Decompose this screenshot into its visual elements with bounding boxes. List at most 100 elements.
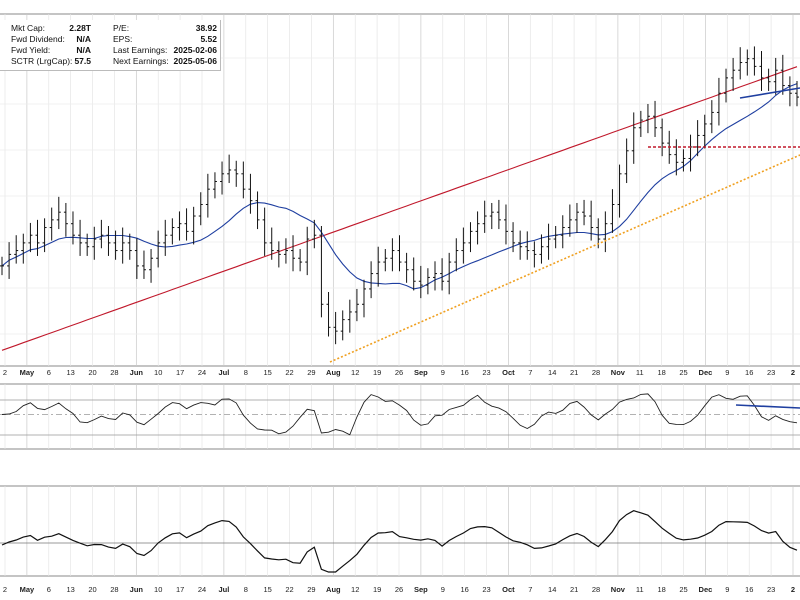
stat-value: 2025-02-06 (173, 45, 217, 55)
x-tick-label: 28 (110, 368, 118, 377)
x-tick-label: 26 (395, 368, 403, 377)
x-tick-label-bottom: 2 (3, 585, 7, 594)
x-tick-label: 10 (154, 368, 162, 377)
x-tick-label-bottom: 11 (636, 585, 644, 594)
x-tick-label-bottom: 26 (395, 585, 403, 594)
x-tick-label: 12 (351, 368, 359, 377)
support-trendline (329, 154, 800, 363)
x-tick-label-bottom: Oct (502, 585, 515, 594)
stat-label: Fwd Yield: (11, 45, 51, 55)
x-tick-label: 16 (745, 368, 753, 377)
x-tick-label: 2 (791, 368, 795, 377)
stat-label: Fwd Dividend: (11, 34, 65, 44)
x-tick-label-bottom: 22 (285, 585, 293, 594)
sma-long-line (1, 66, 798, 351)
x-tick-label: 19 (373, 368, 381, 377)
x-tick-label-bottom: 28 (592, 585, 600, 594)
x-tick-label: 17 (176, 368, 184, 377)
x-tick-label-bottom: 8 (244, 585, 248, 594)
stat-label: Next Earnings: (113, 56, 169, 66)
x-tick-label-bottom: Jul (218, 585, 229, 594)
stat-value: N/A (76, 45, 91, 55)
x-tick-label-bottom: 29 (307, 585, 315, 594)
x-tick-label-bottom: 21 (570, 585, 578, 594)
x-tick-label-bottom: 12 (351, 585, 359, 594)
x-tick-label-bottom: 7 (528, 585, 532, 594)
x-tick-label: 25 (679, 368, 687, 377)
x-tick-label-bottom: 15 (263, 585, 271, 594)
x-tick-label: 13 (66, 368, 74, 377)
x-tick-label-bottom: 10 (154, 585, 162, 594)
x-tick-label: 11 (636, 368, 644, 377)
stat-value: 57.5 (74, 56, 91, 66)
stat-value: 38.92 (195, 23, 217, 33)
oscillator-line (1, 393, 798, 436)
x-tick-label-bottom: 20 (88, 585, 96, 594)
x-tick-label: 18 (657, 368, 665, 377)
x-tick-label-bottom: 23 (482, 585, 490, 594)
x-tick-label-bottom: 2 (791, 585, 795, 594)
oscillator-trendline (735, 404, 800, 409)
x-tick-label-bottom: 23 (767, 585, 775, 594)
x-tick-label-bottom: 28 (110, 585, 118, 594)
x-tick-label: 7 (528, 368, 532, 377)
x-tick-label-bottom: May (20, 585, 35, 594)
panel2-line (1, 510, 798, 573)
x-tick-label: 23 (767, 368, 775, 377)
x-tick-label: Aug (326, 368, 341, 377)
x-tick-label-bottom: Aug (326, 585, 341, 594)
stat-label: Last Earnings: (113, 45, 168, 55)
stat-label: P/E: (113, 23, 130, 33)
x-tick-label: 14 (548, 368, 556, 377)
x-tick-label: 23 (482, 368, 490, 377)
x-tick-label-bottom: 9 (441, 585, 445, 594)
stats-box: Mkt Cap: 2.28T Fwd Dividend: N/A Fwd Yie… (0, 20, 221, 71)
x-tick-label-bottom: Dec (699, 585, 713, 594)
x-tick-label: 21 (570, 368, 578, 377)
x-tick-label-bottom: 25 (679, 585, 687, 594)
stat-label: SCTR (LrgCap): (11, 56, 73, 66)
stat-value: N/A (76, 34, 91, 44)
x-tick-label-bottom: 24 (198, 585, 206, 594)
x-tick-label: Dec (699, 368, 713, 377)
x-tick-label-bottom: 17 (176, 585, 184, 594)
x-tick-label-bottom: 18 (657, 585, 665, 594)
x-tick-label: 29 (307, 368, 315, 377)
x-tick-label-bottom: 19 (373, 585, 381, 594)
stat-value: 2025-05-06 (173, 56, 217, 66)
x-tick-label-bottom: 9 (725, 585, 729, 594)
x-tick-label: 9 (441, 368, 445, 377)
x-tick-label-bottom: Jun (130, 585, 144, 594)
x-tick-label-bottom: 13 (66, 585, 74, 594)
highs-trendline (739, 87, 800, 99)
x-tick-label: 2 (3, 368, 7, 377)
x-tick-label: 15 (263, 368, 271, 377)
x-tick-label: Jul (218, 368, 229, 377)
x-tick-label-bottom: 16 (745, 585, 753, 594)
stat-value: 5.52 (200, 34, 217, 44)
x-tick-label: 24 (198, 368, 206, 377)
x-tick-label: 22 (285, 368, 293, 377)
x-tick-label: 16 (460, 368, 468, 377)
x-tick-label-bottom: Sep (414, 585, 428, 594)
x-tick-label: May (20, 368, 35, 377)
x-tick-label: 6 (47, 368, 51, 377)
stat-label: Mkt Cap: (11, 23, 46, 33)
x-tick-label: 28 (592, 368, 600, 377)
x-tick-label: Oct (502, 368, 515, 377)
stat-value: 2.28T (69, 23, 91, 33)
x-tick-label-bottom: 16 (460, 585, 468, 594)
stat-label: EPS: (113, 34, 133, 44)
x-tick-label-bottom: 14 (548, 585, 556, 594)
x-tick-label: 8 (244, 368, 248, 377)
x-tick-label: Jun (130, 368, 144, 377)
sma-medium-line (1, 83, 798, 290)
x-tick-label: Nov (611, 368, 626, 377)
x-tick-label-bottom: Nov (611, 585, 626, 594)
x-tick-label: Sep (414, 368, 428, 377)
x-tick-label: 20 (88, 368, 96, 377)
x-tick-label: 9 (725, 368, 729, 377)
x-tick-label-bottom: 6 (47, 585, 51, 594)
